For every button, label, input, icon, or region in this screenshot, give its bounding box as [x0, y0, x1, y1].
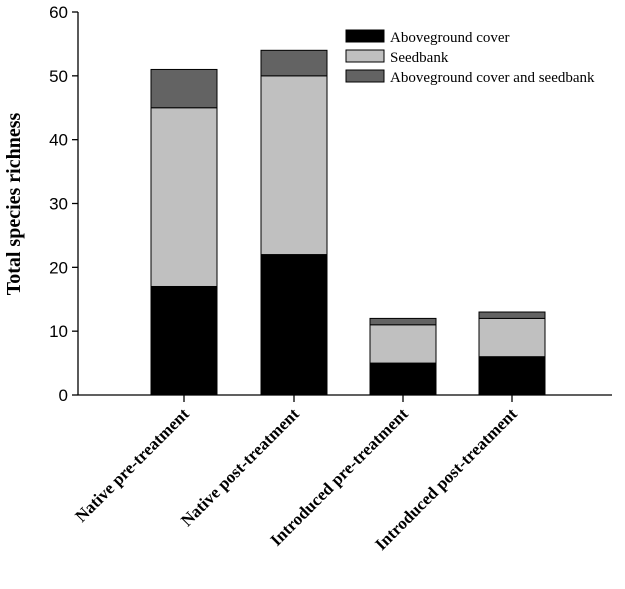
y-tick-label: 40: [49, 131, 68, 150]
legend-label: Aboveground cover: [390, 30, 510, 46]
bar-segment: [478, 317, 546, 358]
bar-segment: [260, 254, 328, 396]
bar-segment: [260, 75, 328, 256]
y-tick-label: 30: [49, 195, 68, 214]
legend-swatch: [345, 29, 385, 43]
y-tick-label: 10: [49, 322, 68, 341]
bar-segment: [369, 317, 437, 326]
y-tick-label: 50: [49, 67, 68, 86]
bar-segment: [478, 356, 546, 396]
bar-segment: [369, 324, 437, 364]
y-tick-label: 0: [59, 386, 68, 405]
bar-segment: [478, 311, 546, 319]
bar-segment: [150, 68, 218, 109]
y-axis-title: Total species richness: [3, 112, 25, 295]
x-axis-ticks: [183, 395, 513, 402]
legend: Aboveground cover Seedbank Aboveground cov…: [345, 29, 595, 86]
bar-segment: [150, 107, 218, 287]
y-tick-label: 20: [49, 258, 68, 277]
y-tick-label: 60: [49, 3, 68, 22]
y-axis-ticks: 0 10 20 30 40 50 60: [49, 3, 78, 405]
bar-segment: [369, 362, 437, 396]
legend-label: Aboveground cover and seedbank: [390, 70, 595, 86]
x-category-label: Native post-treatment: [177, 404, 303, 530]
legend-label: Seedbank: [390, 50, 449, 66]
legend-swatch: [345, 69, 385, 83]
bar-segment: [150, 285, 218, 396]
bar-segment: [260, 49, 328, 77]
bars: [150, 49, 546, 396]
x-category-label: Native pre-treatment: [71, 404, 193, 526]
legend-swatch: [345, 49, 385, 63]
